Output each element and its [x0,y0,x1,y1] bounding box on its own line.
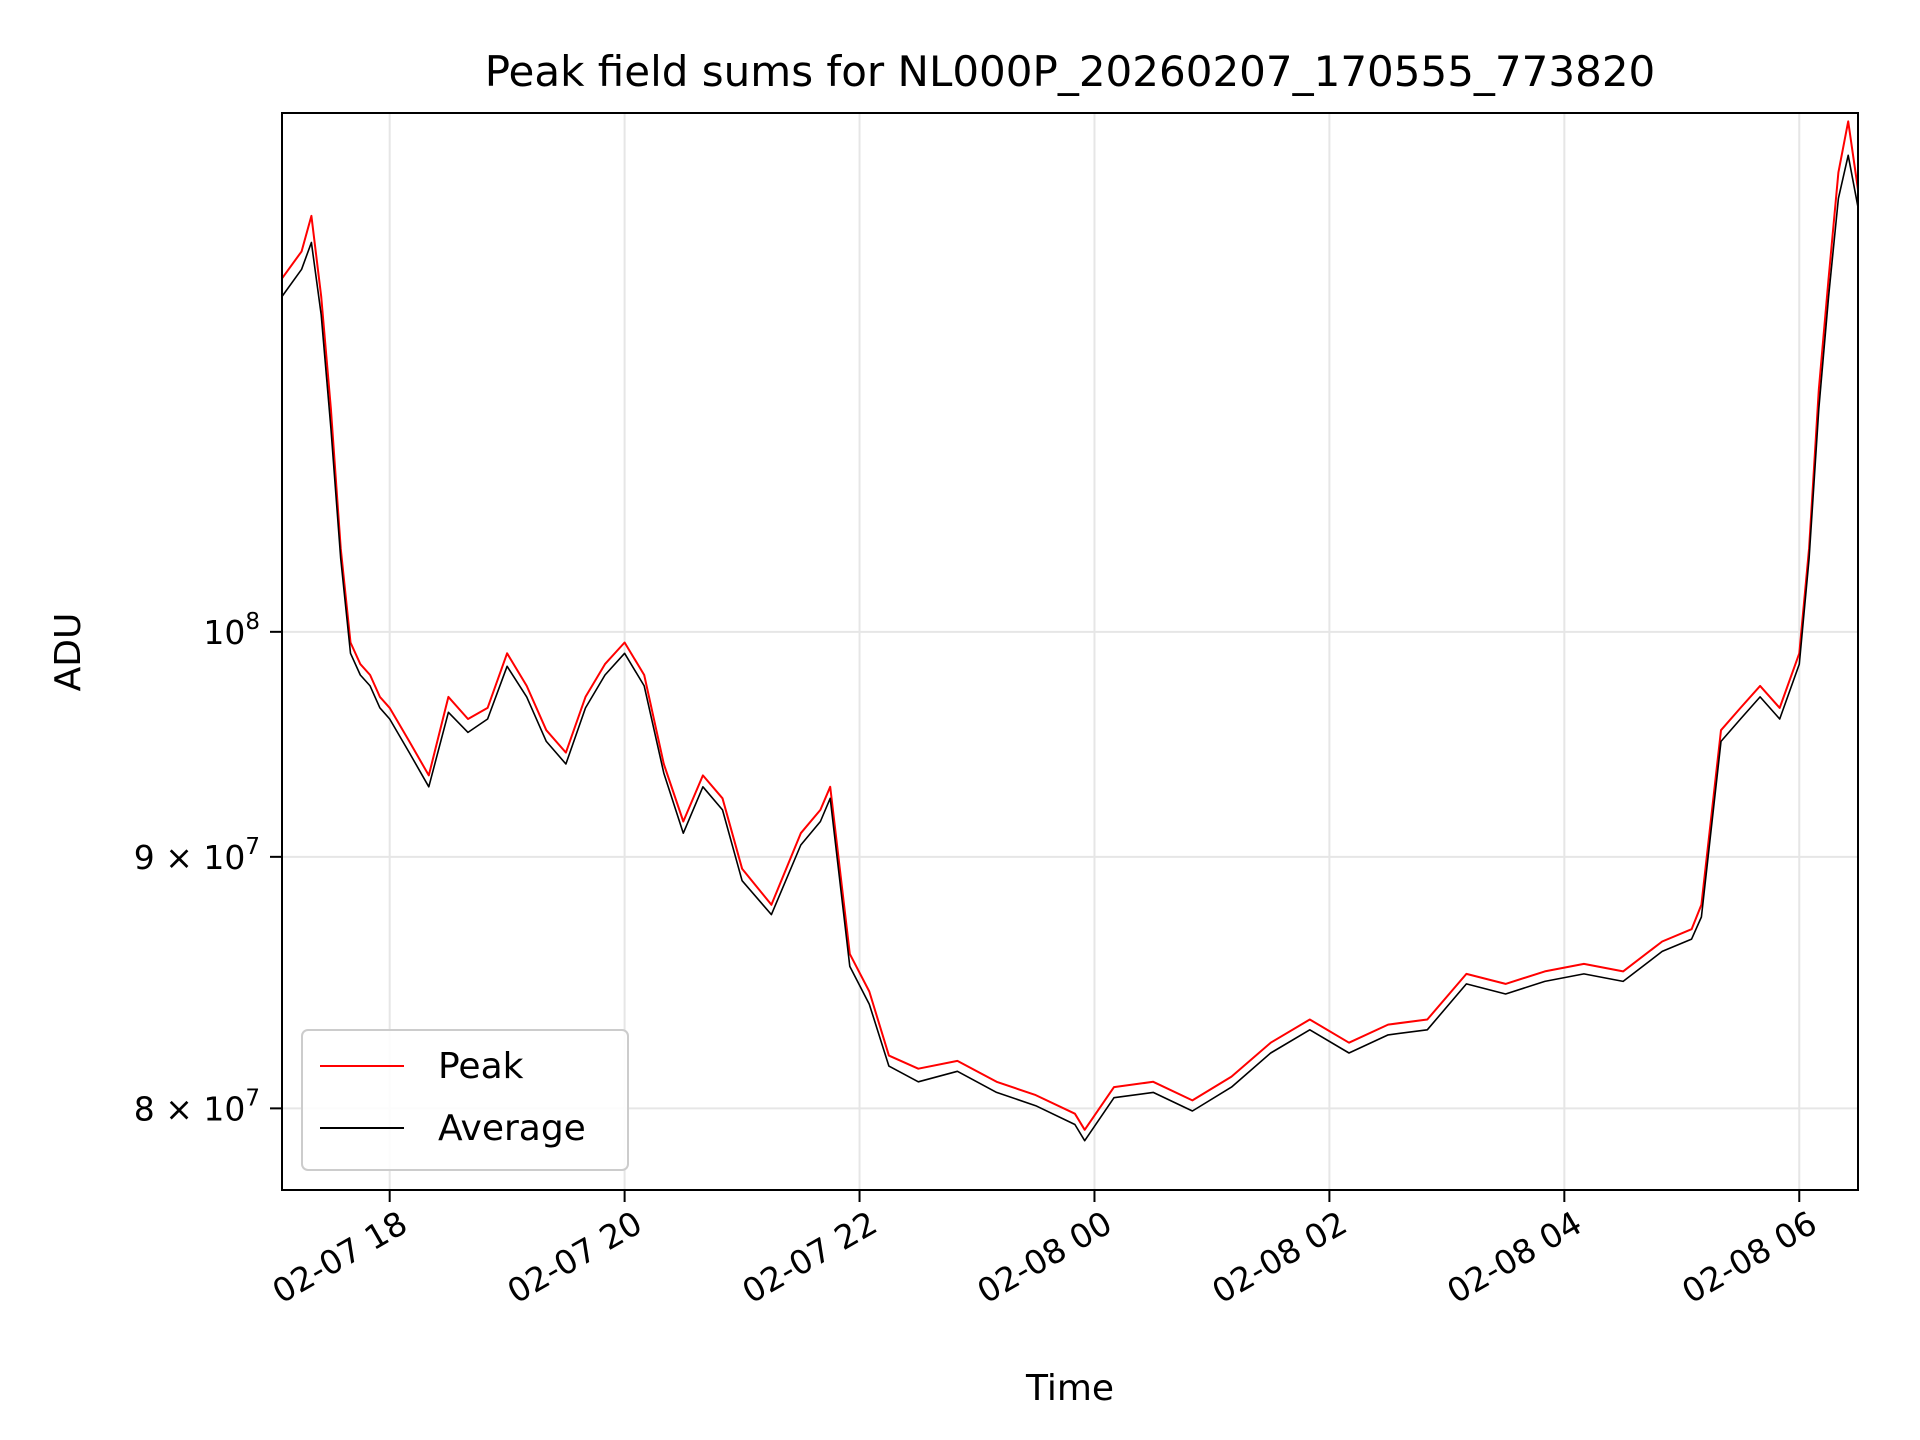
series-line-average [281,154,1859,1142]
y-axis: 8 × 107 9 × 107 108 [134,609,282,1128]
plot-frame [281,112,1859,1191]
series-layer [281,120,1859,1142]
series-line-peak [281,120,1859,1131]
y-tick-label: 8 × 107 [134,1085,260,1128]
legend-average-label: Average [438,1108,586,1149]
grid [282,113,1858,1190]
y-tick-label: 108 [203,609,260,652]
x-axis-label: Time [1025,1368,1114,1409]
y-tick-label: 9 × 107 [134,834,260,877]
legend-peak-label: Peak [438,1046,524,1087]
y-axis-label: ADU [48,613,89,692]
chart-title: Peak field sums for NL000P_20260207_1705… [485,47,1656,96]
legend: Peak Average [301,1029,629,1171]
